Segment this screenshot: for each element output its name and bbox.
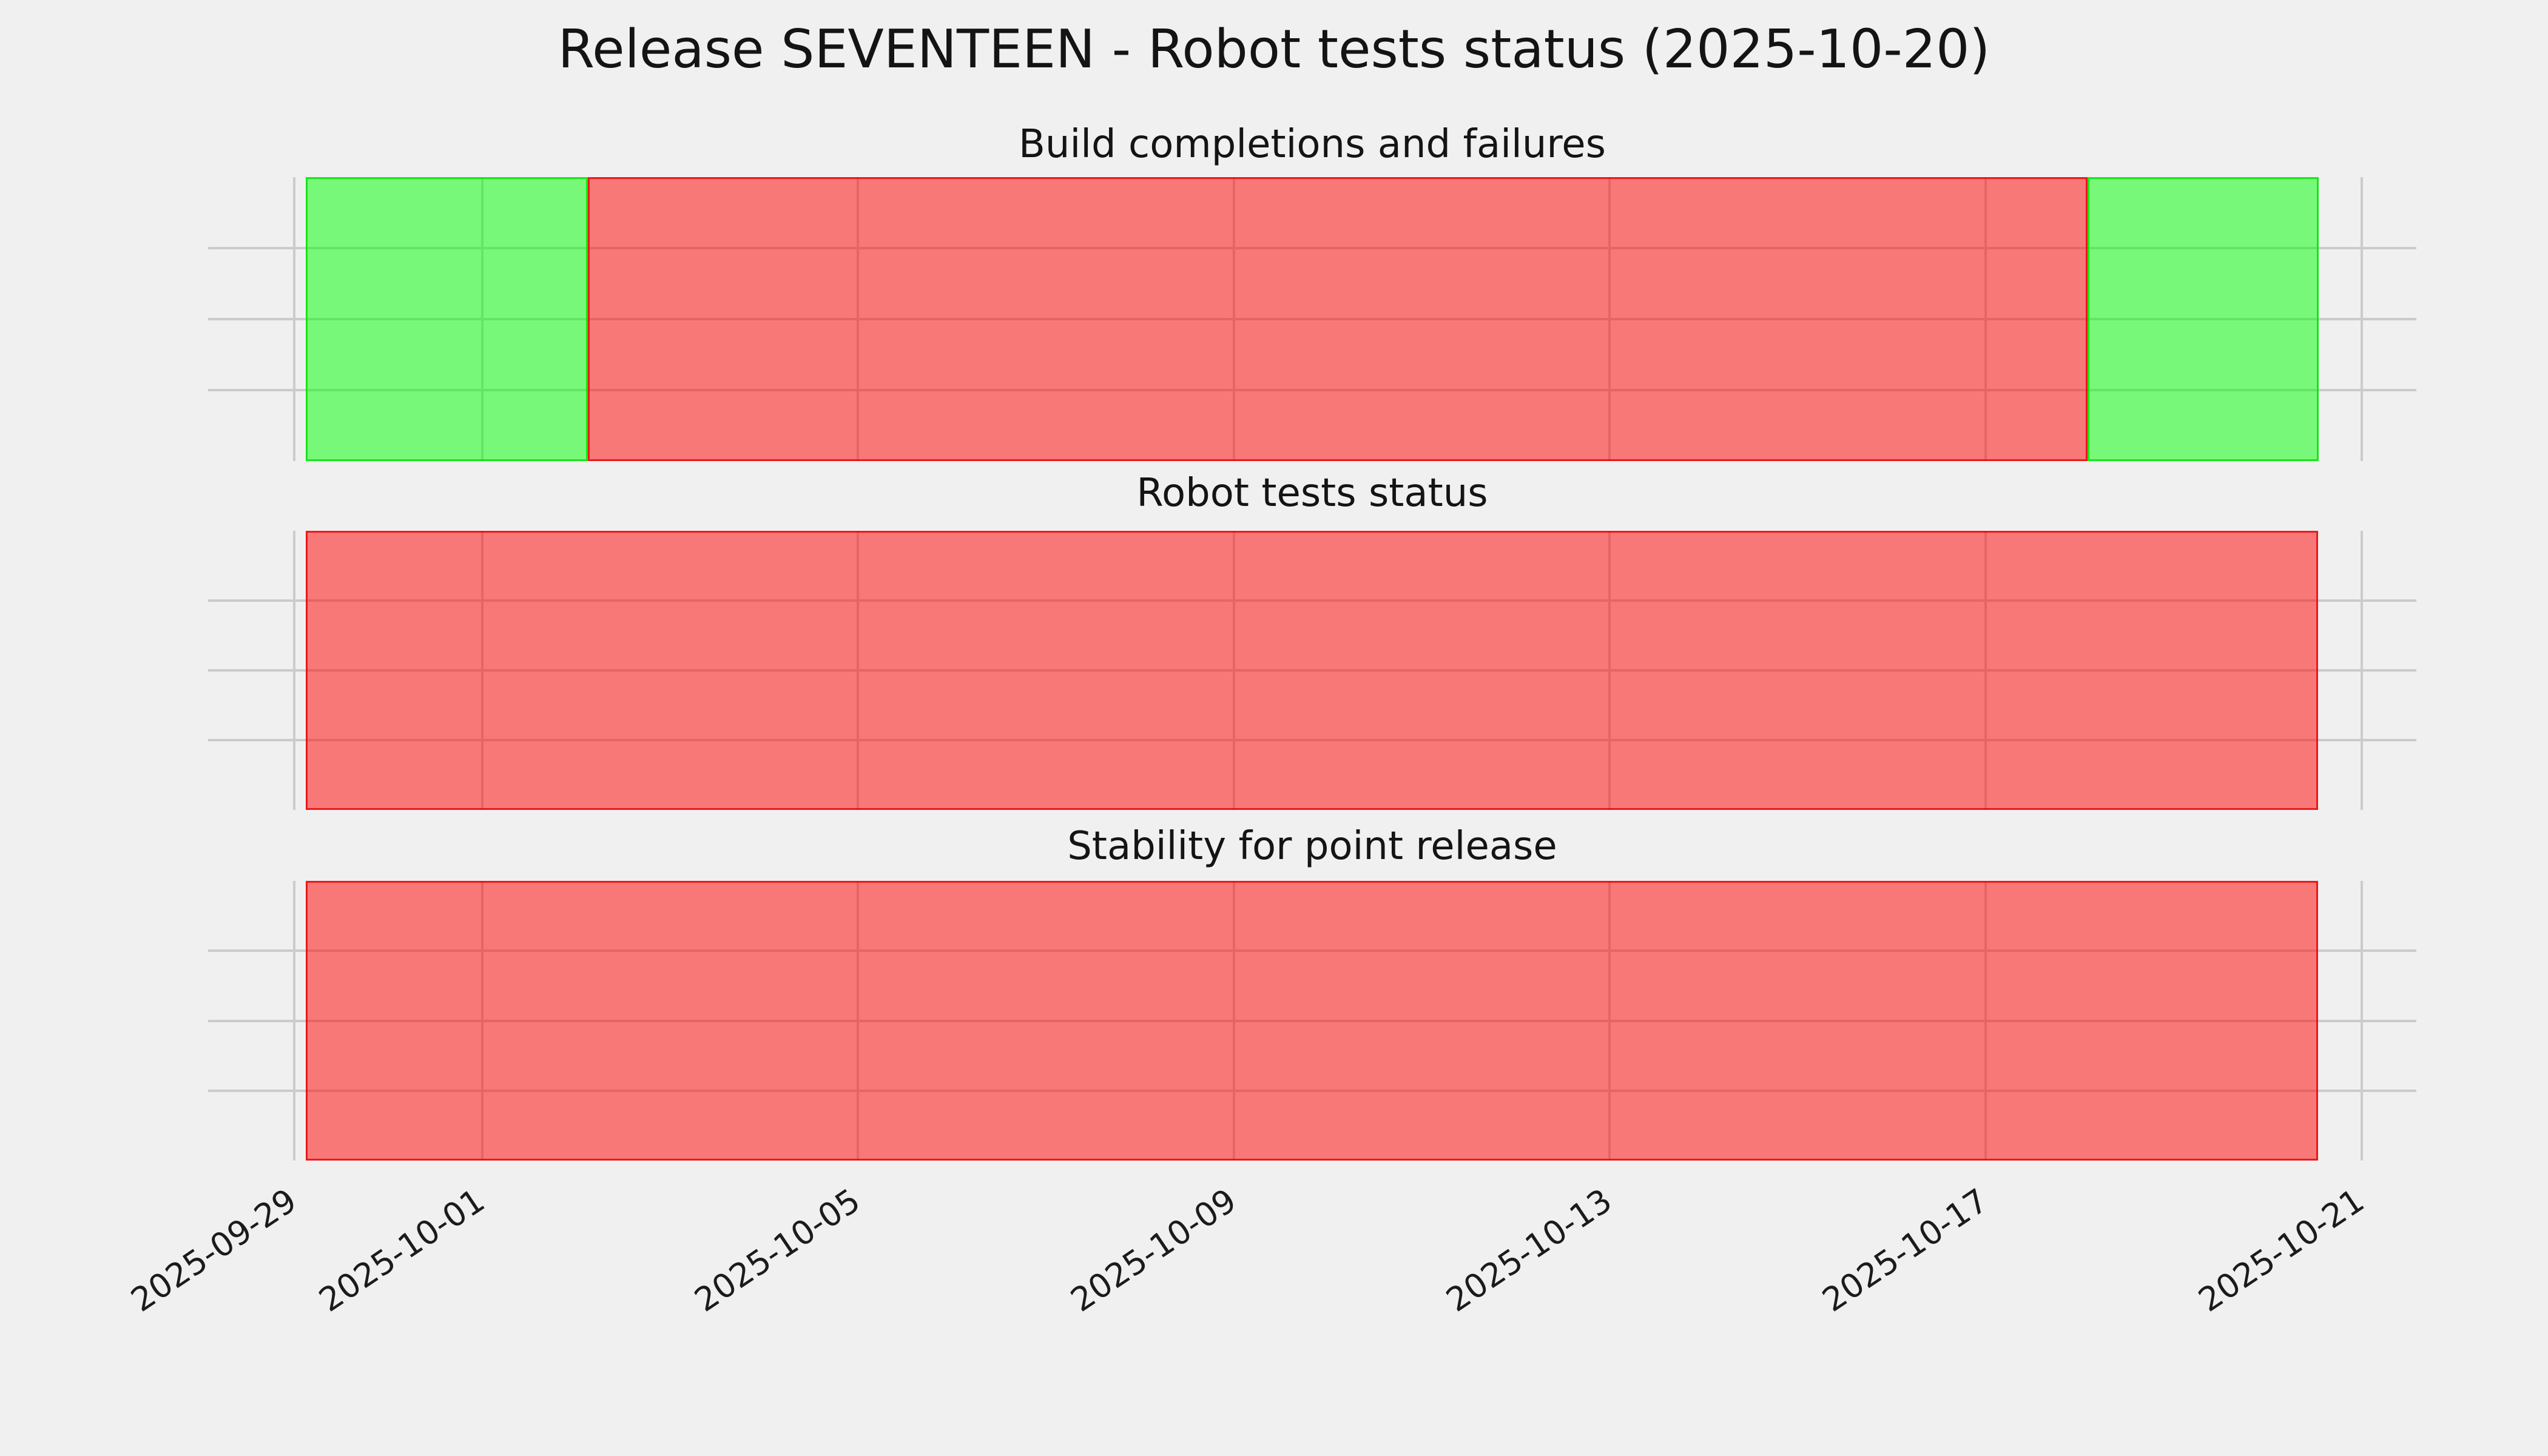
status-span-fail <box>588 177 2088 461</box>
v-gridline <box>293 177 295 461</box>
x-tick-label: 2025-09-29 <box>124 1181 304 1320</box>
x-tick-label: 2025-10-13 <box>1439 1181 1619 1320</box>
subplot-title-stability: Stability for point release <box>1067 824 1557 869</box>
subplot-title-robot-tests: Robot tests status <box>1136 471 1488 516</box>
status-span-pass <box>2088 177 2319 461</box>
subplot-area-2 <box>208 881 2416 1161</box>
x-tick-label: 2025-10-17 <box>1815 1181 1995 1320</box>
status-span-fail <box>306 881 2318 1161</box>
status-span-pass <box>306 177 588 461</box>
subplot-area-1 <box>208 531 2416 810</box>
x-tick-label: 2025-10-21 <box>2191 1181 2371 1320</box>
x-tick-label: 2025-10-05 <box>687 1181 868 1320</box>
v-gridline <box>293 881 295 1161</box>
v-gridline <box>293 531 295 810</box>
status-span-fail <box>306 531 2318 810</box>
subplot-title-build-completions: Build completions and failures <box>1019 122 1606 167</box>
x-tick-label: 2025-10-01 <box>312 1181 492 1320</box>
v-gridline <box>2361 881 2363 1161</box>
figure-title: Release SEVENTEEN - Robot tests status (… <box>558 18 1990 80</box>
v-gridline <box>2361 177 2363 461</box>
x-tick-label: 2025-10-09 <box>1063 1181 1244 1320</box>
subplot-area-0 <box>208 177 2416 461</box>
v-gridline <box>2361 531 2363 810</box>
